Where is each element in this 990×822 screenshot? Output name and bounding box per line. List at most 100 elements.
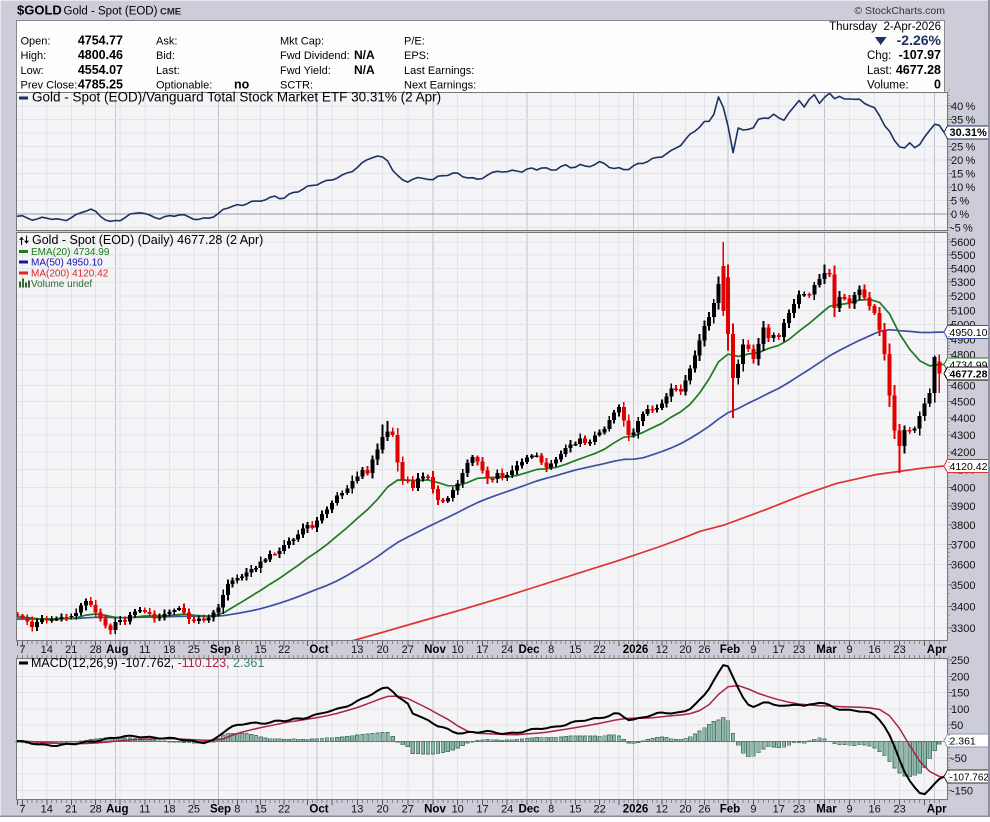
svg-text:Gold - Spot (EOD): Gold - Spot (EOD) xyxy=(64,6,158,18)
svg-text:-50: -50 xyxy=(951,753,967,765)
svg-text:High:: High: xyxy=(21,50,47,62)
svg-text:25: 25 xyxy=(188,804,200,816)
svg-text:Apr: Apr xyxy=(927,644,947,656)
svg-text:250: 250 xyxy=(951,655,969,667)
svg-text:8: 8 xyxy=(234,644,240,656)
svg-text:22: 22 xyxy=(593,644,605,656)
svg-text:4500: 4500 xyxy=(951,397,975,409)
svg-text:N/A: N/A xyxy=(354,63,375,77)
svg-text:Sep: Sep xyxy=(210,644,231,656)
svg-text:CME: CME xyxy=(160,7,181,18)
svg-text:3400: 3400 xyxy=(951,601,975,613)
svg-text:21: 21 xyxy=(65,644,77,656)
svg-text:EMA(20) 4734.99: EMA(20) 4734.99 xyxy=(31,247,110,258)
svg-text:4554.07: 4554.07 xyxy=(78,63,123,77)
svg-text:Gold - Spot (EOD) (Daily) 4677: Gold - Spot (EOD) (Daily) 4677.28 (2 Apr… xyxy=(32,233,263,247)
svg-text:MACD(12,26,9) -107.762, -110.1: MACD(12,26,9) -107.762, -110.123, 2.361 xyxy=(31,656,264,670)
svg-text:Mar: Mar xyxy=(816,644,837,656)
svg-text:23: 23 xyxy=(893,644,905,656)
svg-text:5300: 5300 xyxy=(951,277,975,289)
svg-text:Apr: Apr xyxy=(927,804,947,816)
svg-text:16: 16 xyxy=(868,644,880,656)
svg-text:11: 11 xyxy=(139,644,150,656)
svg-text:Last Earnings:: Last Earnings: xyxy=(404,65,474,77)
svg-text:23: 23 xyxy=(793,804,805,816)
svg-text:Open:: Open: xyxy=(21,36,51,48)
svg-text:-107.762: -107.762 xyxy=(950,772,990,783)
svg-text:-150: -150 xyxy=(951,785,973,797)
svg-text:4677.28: 4677.28 xyxy=(896,63,941,77)
svg-text:27: 27 xyxy=(402,644,414,656)
svg-text:17: 17 xyxy=(476,804,488,816)
svg-text:15: 15 xyxy=(255,804,267,816)
svg-text:14: 14 xyxy=(41,644,53,656)
svg-text:Gold - Spot (EOD)/Vanguard Tot: Gold - Spot (EOD)/Vanguard Total Stock M… xyxy=(32,90,441,105)
svg-text:5200: 5200 xyxy=(951,291,975,303)
svg-text:8: 8 xyxy=(548,804,554,816)
svg-text:15: 15 xyxy=(569,644,581,656)
svg-text:Feb: Feb xyxy=(720,644,740,656)
svg-text:16: 16 xyxy=(868,804,880,816)
svg-text:Next Earnings:: Next Earnings: xyxy=(404,80,476,92)
svg-text:28: 28 xyxy=(90,644,102,656)
svg-text:9: 9 xyxy=(750,804,756,816)
svg-text:2026: 2026 xyxy=(623,644,649,656)
svg-text:13: 13 xyxy=(351,644,363,656)
svg-text:4000: 4000 xyxy=(951,483,975,495)
svg-text:7: 7 xyxy=(19,804,25,816)
svg-text:15: 15 xyxy=(255,644,267,656)
svg-text:3600: 3600 xyxy=(951,560,975,572)
svg-text:27: 27 xyxy=(402,804,414,816)
svg-text:3500: 3500 xyxy=(951,580,975,592)
svg-text:12: 12 xyxy=(656,804,668,816)
svg-text:no: no xyxy=(234,78,250,92)
svg-text:10: 10 xyxy=(452,644,464,656)
svg-text:20: 20 xyxy=(376,644,388,656)
svg-text:4950.10: 4950.10 xyxy=(950,327,988,339)
svg-text:5400: 5400 xyxy=(951,264,975,276)
svg-text:4754.77: 4754.77 xyxy=(78,34,123,48)
svg-text:Fwd Dividend:: Fwd Dividend: xyxy=(280,50,350,62)
svg-text:50: 50 xyxy=(951,720,963,732)
svg-text:3300: 3300 xyxy=(951,623,975,635)
svg-text:4200: 4200 xyxy=(951,447,975,459)
svg-text:0 %: 0 % xyxy=(951,209,969,221)
svg-text:17: 17 xyxy=(476,644,488,656)
svg-text:30.31%: 30.31% xyxy=(950,127,988,139)
svg-text:21: 21 xyxy=(65,804,77,816)
svg-text:4600: 4600 xyxy=(951,381,975,393)
svg-text:Volume:: Volume: xyxy=(867,80,909,92)
svg-text:26: 26 xyxy=(698,804,710,816)
svg-text:Fwd Yield:: Fwd Yield: xyxy=(280,65,331,77)
svg-text:5600: 5600 xyxy=(951,237,975,249)
svg-text:11: 11 xyxy=(139,804,150,816)
svg-text:9: 9 xyxy=(846,644,852,656)
svg-text:2026: 2026 xyxy=(623,804,649,816)
svg-text:Thursday 2-Apr-2026: Thursday 2-Apr-2026 xyxy=(829,21,941,33)
svg-text:Last:: Last: xyxy=(156,65,180,77)
svg-text:P/E:: P/E: xyxy=(404,36,425,48)
svg-text:20: 20 xyxy=(679,644,691,656)
svg-text:N/A: N/A xyxy=(354,48,375,62)
svg-text:22: 22 xyxy=(593,804,605,816)
svg-text:8: 8 xyxy=(548,644,554,656)
svg-text:-107.97: -107.97 xyxy=(899,48,941,62)
svg-text:Nov: Nov xyxy=(424,644,446,656)
svg-text:35 %: 35 % xyxy=(951,115,975,127)
svg-text:24: 24 xyxy=(501,804,513,816)
svg-text:Aug: Aug xyxy=(106,804,128,816)
svg-text:13: 13 xyxy=(351,804,363,816)
svg-text:20 %: 20 % xyxy=(951,155,975,167)
svg-text:3700: 3700 xyxy=(951,540,975,552)
svg-text:15 %: 15 % xyxy=(951,169,975,181)
svg-text:Bid:: Bid: xyxy=(156,50,175,62)
svg-text:20: 20 xyxy=(376,804,388,816)
svg-text:100: 100 xyxy=(951,704,969,716)
svg-text:23: 23 xyxy=(893,804,905,816)
svg-text:Prev Close:: Prev Close: xyxy=(21,80,78,92)
svg-text:4120.42: 4120.42 xyxy=(950,461,988,473)
svg-text:MA(50) 4950.10: MA(50) 4950.10 xyxy=(31,258,103,269)
svg-text:22: 22 xyxy=(278,804,290,816)
svg-text:Feb: Feb xyxy=(720,804,740,816)
svg-text:Aug: Aug xyxy=(106,644,128,656)
